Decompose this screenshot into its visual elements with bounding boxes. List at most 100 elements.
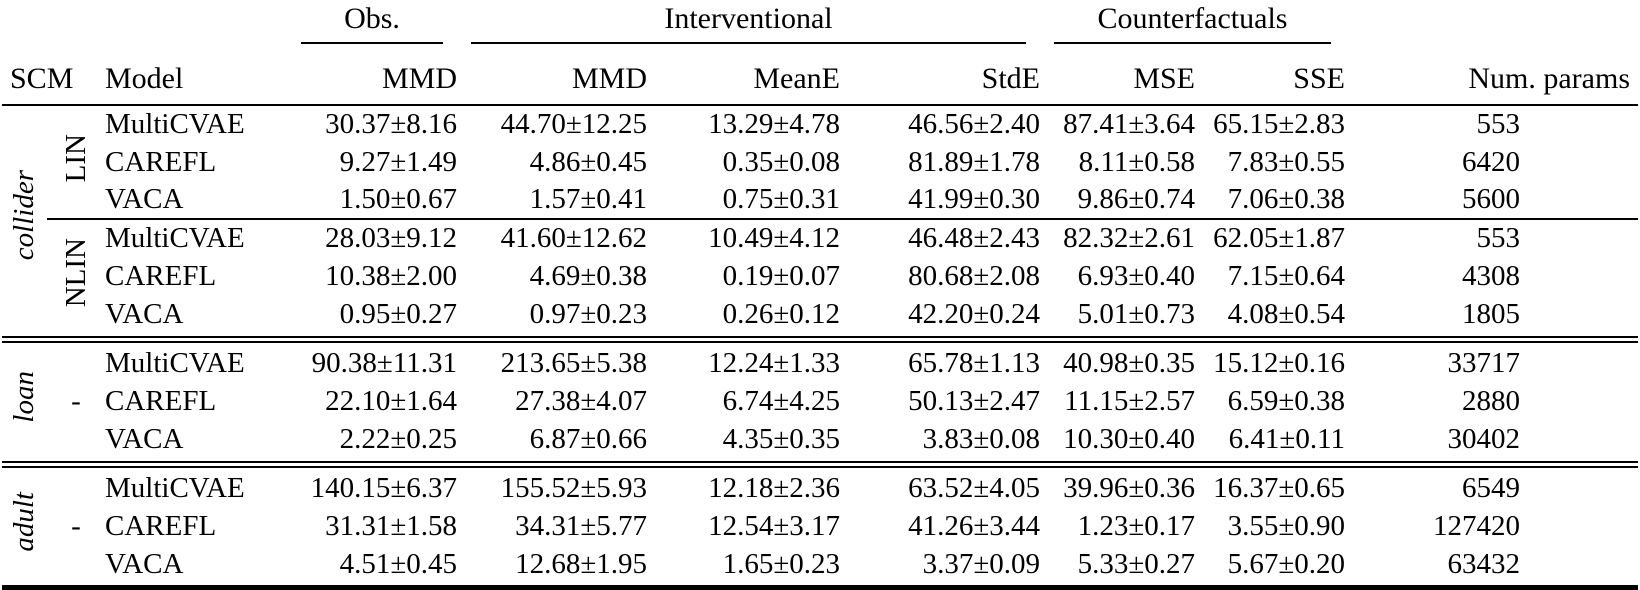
col-header-obs-mmd: MMD bbox=[287, 46, 457, 106]
table-row: adult - MultiCVAE 140.15±6.37 155.52±5.9… bbox=[2, 469, 1638, 552]
cell-meane: 12.54±3.17 bbox=[708, 509, 840, 542]
cell-stde: 3.83±0.08 bbox=[922, 422, 1040, 455]
block-separator bbox=[2, 333, 1638, 344]
cell-num-params: 6549 bbox=[1462, 471, 1520, 504]
cell-obs-mmd: 0.95±0.27 bbox=[339, 297, 457, 330]
cell-meane: 4.35±0.35 bbox=[722, 422, 840, 455]
scm-sublabel-dash: - bbox=[71, 384, 81, 417]
cell-model: MultiCVAE bbox=[105, 218, 287, 257]
cell-stde: 80.68±2.08 bbox=[908, 259, 1040, 292]
scm-label-text: collider bbox=[8, 170, 40, 261]
scm-label-loan: loan bbox=[2, 344, 47, 458]
cell-model: MultiCVAE bbox=[105, 108, 245, 140]
double-rule bbox=[2, 460, 1638, 468]
table-row: VACA 1.50±0.67 1.57±0.41 0.75±0.31 41.99… bbox=[2, 181, 1638, 219]
group-header-spacer-right bbox=[1345, 2, 1638, 46]
cell-sse: 16.37±0.65 bbox=[1213, 471, 1345, 504]
scm-label-text: adult bbox=[8, 492, 40, 552]
cell-stde: 41.99±0.30 bbox=[908, 183, 1040, 215]
cell-sse: 3.55±0.90 bbox=[1227, 509, 1345, 542]
cell-sse: 7.15±0.64 bbox=[1227, 259, 1345, 292]
cell-obs-mmd: 30.37±8.16 bbox=[325, 108, 457, 140]
cell-mse: 40.98±0.35 bbox=[1063, 346, 1195, 379]
table-row: CAREFL 10.38±2.00 4.69±0.38 0.19±0.07 80… bbox=[2, 257, 1638, 295]
scm-sublabel-text: LIN bbox=[59, 133, 92, 183]
cell-sse: 6.41±0.11 bbox=[1228, 422, 1345, 455]
cell-meane: 6.74±4.25 bbox=[722, 384, 840, 417]
cell-model: VACA bbox=[105, 183, 184, 215]
cell-meane: 1.65±0.23 bbox=[722, 547, 840, 580]
table-row: CAREFL 9.27±1.49 4.86±0.45 0.35±0.08 81.… bbox=[2, 143, 1638, 181]
col-header-stde: StdE bbox=[840, 46, 1040, 106]
cell-model: CAREFL bbox=[105, 384, 217, 417]
cell-num-params: 2880 bbox=[1462, 384, 1520, 417]
cell-obs-mmd: 140.15±6.37 bbox=[310, 471, 457, 504]
cell-meane: 0.26±0.12 bbox=[722, 297, 840, 330]
cell-mse: 8.11±0.58 bbox=[1078, 145, 1195, 178]
cell-mse: 11.15±2.57 bbox=[1064, 384, 1195, 417]
cell-meane: 10.49±4.12 bbox=[647, 218, 840, 257]
cell-num-params: 5600 bbox=[1462, 183, 1520, 215]
block-separator bbox=[2, 458, 1638, 469]
scm-sublabel-text: NLIN bbox=[59, 237, 92, 308]
col-header-scm: SCM bbox=[2, 46, 105, 106]
cell-model: CAREFL bbox=[105, 509, 217, 542]
scm-label-text: loan bbox=[8, 371, 40, 423]
scm-sublabel-lin: LIN bbox=[47, 105, 105, 219]
cell-obs-mmd: 10.38±2.00 bbox=[325, 259, 457, 292]
cell-num-params: 127420 bbox=[1433, 509, 1520, 542]
col-header-num-params: Num. params bbox=[1345, 46, 1638, 106]
cell-int-mmd: 12.68±1.95 bbox=[515, 547, 647, 580]
cell-meane: 0.35±0.08 bbox=[722, 145, 840, 178]
cell-obs-mmd: 9.27±1.49 bbox=[339, 145, 457, 178]
cell-model: VACA bbox=[105, 297, 184, 330]
cell-obs-mmd: 90.38±11.31 bbox=[311, 346, 457, 379]
cell-mse: 1.23±0.17 bbox=[1077, 509, 1195, 542]
table-row: collider LIN MultiCVAE 30.37±8.16 44.70±… bbox=[2, 105, 1638, 261]
group-label-counterfactuals: Counterfactuals bbox=[1040, 2, 1345, 46]
cell-int-mmd: 0.97±0.23 bbox=[529, 297, 647, 330]
col-header-meane: MeanE bbox=[647, 46, 840, 106]
col-header-mse: MSE bbox=[1040, 46, 1195, 106]
cell-model: MultiCVAE bbox=[105, 471, 245, 504]
cell-num-params: 553 bbox=[1476, 108, 1521, 140]
cell-obs-mmd: 28.03±9.12 bbox=[287, 218, 457, 257]
cell-stde: 46.48±2.43 bbox=[840, 218, 1040, 257]
cell-int-mmd: 4.86±0.45 bbox=[529, 145, 647, 178]
cell-num-params: 63432 bbox=[1447, 547, 1521, 580]
group-header-row: Obs. Interventional Counterfactuals bbox=[2, 2, 1638, 46]
cell-int-mmd: 44.70±12.25 bbox=[500, 108, 647, 140]
cell-model: MultiCVAE bbox=[105, 346, 245, 379]
cell-int-mmd: 34.31±5.77 bbox=[515, 509, 647, 542]
cell-sse: 65.15±2.83 bbox=[1213, 108, 1345, 140]
cell-int-mmd: 6.87±0.66 bbox=[529, 422, 647, 455]
cell-mse: 5.01±0.73 bbox=[1077, 297, 1195, 330]
cell-sse: 15.12±0.16 bbox=[1213, 346, 1345, 379]
cell-num-params: 30402 bbox=[1447, 422, 1521, 455]
table-row: loan - MultiCVAE 90.38±11.31 213.65±5.38… bbox=[2, 344, 1638, 423]
cell-sse: 7.83±0.55 bbox=[1227, 145, 1345, 178]
cell-stde: 42.20±0.24 bbox=[908, 297, 1040, 330]
cell-mse: 87.41±3.64 bbox=[1063, 108, 1195, 140]
cell-stde: 3.37±0.09 bbox=[922, 547, 1040, 580]
table-row: VACA 2.22±0.25 6.87±0.66 4.35±0.35 3.83±… bbox=[2, 420, 1638, 458]
cell-int-mmd: 41.60±12.62 bbox=[457, 218, 647, 257]
cell-meane: 0.75±0.31 bbox=[722, 183, 840, 215]
cell-mse: 10.30±0.40 bbox=[1063, 422, 1195, 455]
scm-sublabel-dash: - bbox=[71, 509, 81, 542]
cell-mse: 6.93±0.40 bbox=[1077, 259, 1195, 292]
cell-stde: 65.78±1.13 bbox=[908, 346, 1040, 379]
col-header-int-mmd: MMD bbox=[457, 46, 647, 106]
cell-mse: 5.33±0.27 bbox=[1077, 547, 1195, 580]
scm-label-adult: adult bbox=[2, 469, 47, 583]
cell-model: CAREFL bbox=[105, 145, 217, 178]
scm-label-collider: collider bbox=[2, 105, 47, 333]
cell-obs-mmd: 22.10±1.64 bbox=[325, 384, 457, 417]
cell-sse: 6.59±0.38 bbox=[1227, 384, 1345, 417]
cell-sse: 4.08±0.54 bbox=[1227, 297, 1345, 330]
cell-num-params: 553 bbox=[1345, 218, 1638, 257]
cell-stde: 46.56±2.40 bbox=[908, 108, 1040, 140]
cell-mse: 39.96±0.36 bbox=[1063, 471, 1195, 504]
cell-num-params: 4308 bbox=[1462, 259, 1520, 292]
